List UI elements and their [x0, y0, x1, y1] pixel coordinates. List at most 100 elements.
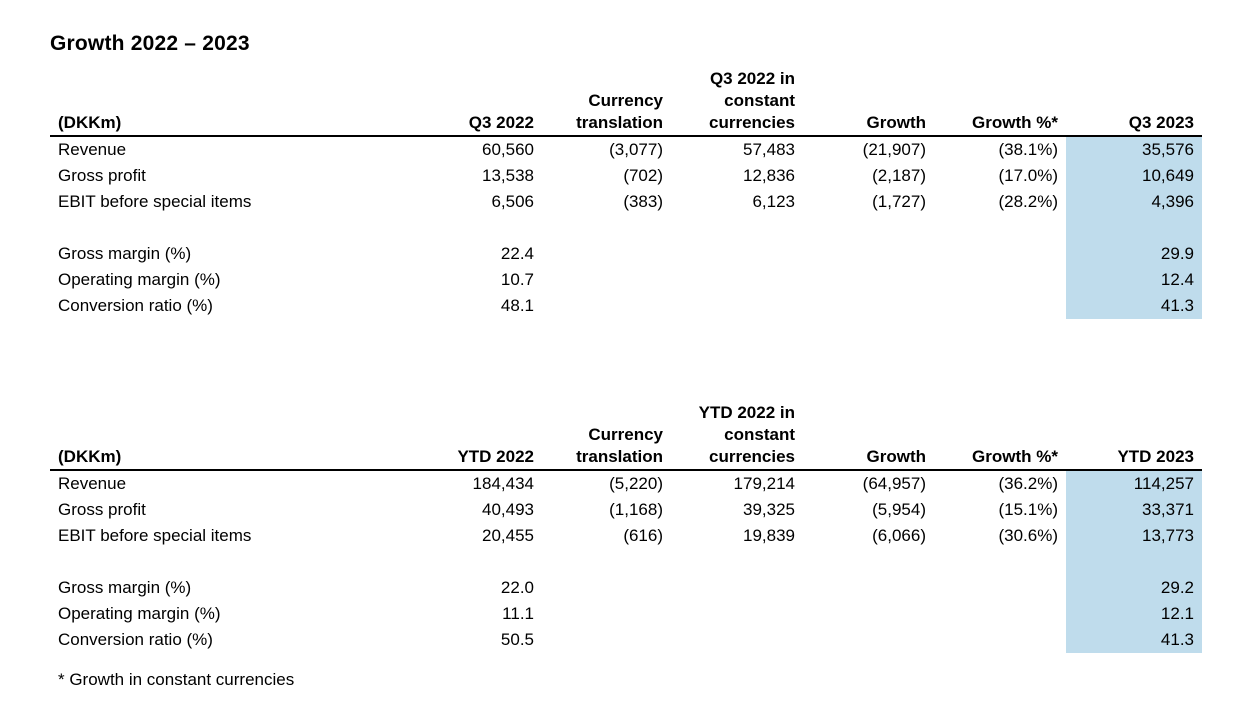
empty-cell — [542, 627, 671, 653]
empty-cell — [542, 241, 671, 267]
table-cell: 33,371 — [1066, 497, 1202, 523]
table-cell: (383) — [623, 192, 663, 211]
empty-cell — [542, 267, 671, 293]
table-cell: 10.7 — [500, 270, 534, 289]
table-cell: 13,538 — [482, 166, 534, 185]
table-row: Gross profit 40,493 (1,168) 39,325 (5,954) (1… — [50, 497, 1202, 523]
spacer-cell — [934, 215, 1066, 241]
empty-cell — [671, 601, 803, 627]
empty-cell — [934, 267, 1066, 293]
table-cell: (6,066) — [872, 526, 926, 545]
spacer-cell — [542, 549, 671, 575]
empty-cell — [671, 293, 803, 319]
empty-cell — [542, 601, 671, 627]
ratio-row: Gross margin (%) 22.0 29.2 — [50, 575, 1202, 601]
spacer-cell — [671, 215, 803, 241]
column-header: Currency translation — [542, 402, 671, 471]
table-row: Gross profit 13,538 (702) 12,836 (2,187) (17.… — [50, 163, 1202, 189]
empty-cell — [803, 241, 934, 267]
spacer-cell — [415, 215, 542, 241]
table-cell: 12.1 — [1066, 601, 1202, 627]
table-cell: 35,576 — [1066, 136, 1202, 163]
table-cell: (28.2%) — [998, 192, 1058, 211]
empty-cell — [671, 267, 803, 293]
column-header: Currency translation — [542, 68, 671, 137]
ratio-row: Conversion ratio (%) 48.1 41.3 — [50, 293, 1202, 319]
spacer-cell — [934, 549, 1066, 575]
row-label: Gross margin (%) — [58, 578, 192, 597]
table-cell: 4,396 — [1066, 189, 1202, 215]
table-cell: 184,434 — [472, 474, 534, 493]
q3-growth-table: (DKKm) Q3 2022 Currency translation Q3 2022 … — [50, 68, 1202, 319]
table-header: (DKKm) YTD 2022 Currency translation YTD 202… — [50, 402, 1202, 471]
column-header: Growth — [803, 68, 934, 137]
table-cell: 19,839 — [743, 526, 795, 545]
spacer-cell — [803, 549, 934, 575]
empty-cell — [803, 627, 934, 653]
table-cell: 48.1 — [500, 296, 534, 315]
empty-cell — [803, 293, 934, 319]
table-cell: (1,168) — [609, 500, 663, 519]
table-row: Revenue 184,434 (5,220) 179,214 (64,957) (36.… — [50, 470, 1202, 497]
ytd-growth-table: (DKKm) YTD 2022 Currency translation YTD 202… — [50, 402, 1202, 653]
table-cell: 22.0 — [500, 578, 534, 597]
table-cell: (616) — [623, 526, 663, 545]
table-cell: 10,649 — [1066, 163, 1202, 189]
empty-cell — [671, 241, 803, 267]
row-label: Conversion ratio (%) — [58, 630, 213, 649]
header-row: (DKKm) Q3 2022 Currency translation Q3 2022 … — [50, 68, 1202, 137]
spacer-cell — [1066, 215, 1202, 241]
table-cell: (36.2%) — [998, 474, 1058, 493]
table-cell: (15.1%) — [998, 500, 1058, 519]
table-cell: 114,257 — [1066, 470, 1202, 497]
table-cell: 41.3 — [1066, 293, 1202, 319]
table-header: (DKKm) Q3 2022 Currency translation Q3 2022 … — [50, 68, 1202, 137]
table-cell: (17.0%) — [998, 166, 1058, 185]
table-cell: (64,957) — [862, 474, 926, 493]
table-cell: (21,907) — [862, 140, 926, 159]
ratio-row: Gross margin (%) 22.4 29.9 — [50, 241, 1202, 267]
column-header: Growth — [803, 402, 934, 471]
row-label: Gross margin (%) — [58, 244, 192, 263]
spacer-cell — [50, 215, 415, 241]
table-cell: 20,455 — [482, 526, 534, 545]
spacer-cell — [671, 549, 803, 575]
table-cell: 22.4 — [500, 244, 534, 263]
empty-cell — [934, 627, 1066, 653]
table-cell: 11.1 — [502, 604, 534, 623]
row-label: Revenue — [58, 140, 127, 159]
empty-cell — [934, 241, 1066, 267]
table-cell: (38.1%) — [998, 140, 1058, 159]
table-cell: (5,220) — [609, 474, 663, 493]
empty-cell — [803, 601, 934, 627]
empty-cell — [803, 575, 934, 601]
table-cell: 13,773 — [1066, 523, 1202, 549]
table-cell: 29.2 — [1066, 575, 1202, 601]
spacer-cell — [803, 215, 934, 241]
ratio-row: Conversion ratio (%) 50.5 41.3 — [50, 627, 1202, 653]
table-cell: 41.3 — [1066, 627, 1202, 653]
empty-cell — [934, 575, 1066, 601]
ratio-row: Operating margin (%) 10.7 12.4 — [50, 267, 1202, 293]
table-row: EBIT before special items 20,455 (616) 19,8… — [50, 523, 1202, 549]
row-label: EBIT before special items — [58, 192, 252, 211]
row-label: EBIT before special items — [58, 526, 252, 545]
spacer-row — [50, 215, 1202, 241]
table-body: Revenue 184,434 (5,220) 179,214 (64,957) (36.… — [50, 470, 1202, 653]
column-header: Growth %* — [934, 68, 1066, 137]
table-cell: 179,214 — [733, 474, 795, 493]
empty-cell — [671, 627, 803, 653]
row-label: Gross profit — [58, 166, 146, 185]
table-cell: 6,506 — [491, 192, 534, 211]
table-cell: 6,123 — [752, 192, 795, 211]
table-cell: 12,836 — [743, 166, 795, 185]
row-label: Gross profit — [58, 500, 146, 519]
column-header: Growth %* — [934, 402, 1066, 471]
row-label: Revenue — [58, 474, 127, 493]
table-cell: 60,560 — [482, 140, 534, 159]
row-label: Conversion ratio (%) — [58, 296, 213, 315]
empty-cell — [934, 293, 1066, 319]
page-title: Growth 2022 – 2023 — [50, 32, 250, 55]
empty-cell — [542, 575, 671, 601]
table-cell: (1,727) — [872, 192, 926, 211]
